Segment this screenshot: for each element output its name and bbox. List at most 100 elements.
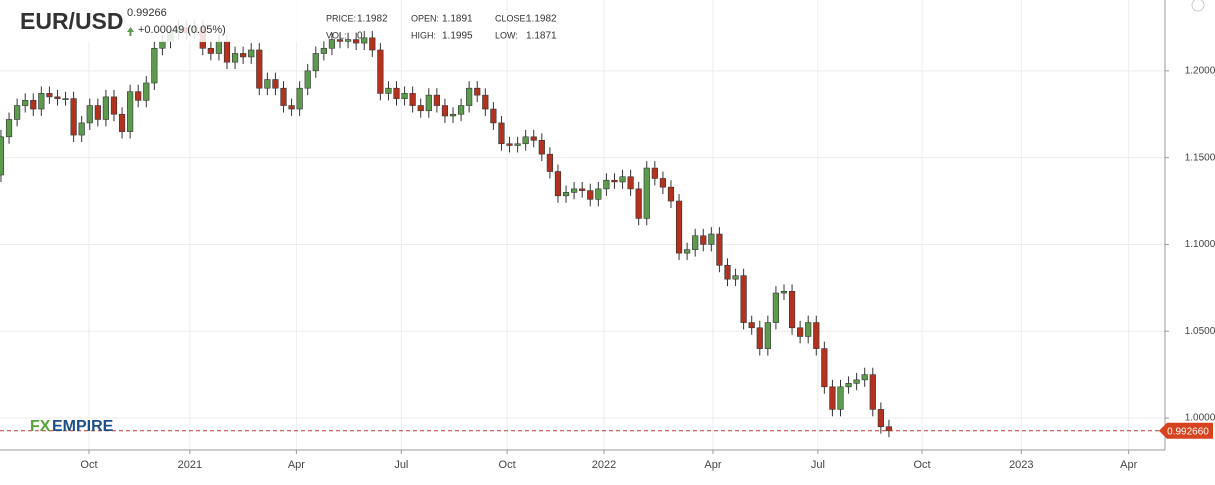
candle-body <box>522 136 529 145</box>
candle-body <box>764 322 771 349</box>
info-value: 1.1982 <box>357 14 388 25</box>
candle-body <box>643 167 650 219</box>
candle-body <box>756 327 763 349</box>
candle-body <box>14 105 21 120</box>
candle-body <box>433 94 440 106</box>
candle-body <box>143 82 150 101</box>
candle-body <box>409 93 416 106</box>
up-arrow <box>127 27 134 36</box>
candle-body <box>579 188 586 191</box>
candle-body <box>788 291 796 329</box>
x-tick-label: Apr <box>288 459 305 471</box>
y-tick-label: 1.2000 <box>1185 65 1215 76</box>
candle-body <box>885 426 893 432</box>
candle-body <box>304 70 311 89</box>
candle-body <box>692 235 699 250</box>
candle-body <box>853 379 860 384</box>
candle-body <box>627 176 634 190</box>
candle-body <box>377 49 384 94</box>
candle-body <box>797 327 804 337</box>
candle-body <box>86 105 93 124</box>
candle-body <box>38 93 45 110</box>
candle-body <box>320 47 327 54</box>
x-tick-label: 2022 <box>592 459 616 471</box>
candle-body <box>240 53 247 58</box>
candle-body <box>530 136 537 141</box>
candle-body <box>466 87 473 106</box>
candle-body <box>635 188 642 219</box>
candle-body <box>102 96 110 120</box>
candle-body <box>506 143 513 146</box>
info-label: PRICE: <box>326 13 356 23</box>
candle-body <box>215 41 223 54</box>
info-label: OPEN: <box>411 13 439 23</box>
info-value: 1.1891 <box>442 14 473 25</box>
candle-body <box>611 179 618 183</box>
candle-body <box>667 186 675 202</box>
candle-body <box>369 37 376 51</box>
header-change: +0.00049 (0.05%) <box>138 24 226 36</box>
candle-body <box>248 49 255 58</box>
candle-body <box>127 91 134 132</box>
candle-body <box>425 94 432 112</box>
candle-body <box>151 47 158 84</box>
candle-body <box>361 37 368 44</box>
logo-empire: EMPIRE <box>52 418 114 435</box>
candle-body <box>651 167 658 179</box>
candle-body <box>724 264 731 280</box>
candle-body <box>256 49 263 89</box>
candle-body <box>740 275 747 323</box>
candle-body <box>474 87 481 96</box>
candle-body <box>514 143 521 146</box>
candle-body <box>328 39 336 49</box>
candle-body <box>280 87 287 106</box>
candle-body <box>877 409 884 428</box>
candle-body <box>813 322 820 349</box>
candle-body <box>264 79 271 89</box>
candle-body <box>393 87 400 99</box>
candle-body <box>554 171 562 197</box>
x-tick-label: Oct <box>80 459 97 471</box>
candle-body <box>619 176 626 183</box>
candle-body <box>223 41 231 63</box>
candle-body <box>675 200 683 254</box>
logo-fx: FX <box>30 418 51 435</box>
x-tick-label: 2023 <box>1009 459 1033 471</box>
grid <box>0 0 1165 450</box>
candle-body <box>821 348 828 388</box>
candle-body <box>829 386 836 410</box>
candle-body <box>336 39 344 42</box>
x-tick-label: Apr <box>704 459 721 471</box>
candle-body <box>288 105 295 110</box>
candle-body <box>110 96 118 115</box>
candle-body <box>869 374 876 410</box>
candle-body <box>344 39 352 42</box>
candle-body <box>118 113 126 132</box>
header-price: 0.99266 <box>127 7 167 19</box>
candle-body <box>700 235 707 245</box>
info-value: 0 <box>357 31 363 42</box>
candle-body <box>296 87 303 110</box>
x-tick-label: Oct <box>499 459 516 471</box>
candle-body <box>538 139 545 155</box>
candle-body <box>207 47 214 54</box>
settings-icon[interactable] <box>1191 0 1205 12</box>
candles <box>0 20 1165 438</box>
info-label: HIGH: <box>411 30 436 40</box>
y-tick-label: 1.0000 <box>1185 413 1215 424</box>
candle-body <box>401 93 408 99</box>
candle-body <box>417 105 424 112</box>
y-tick-label: 1.1000 <box>1185 239 1215 250</box>
x-tick-label: Oct <box>913 459 930 471</box>
candle-body <box>595 188 602 200</box>
candle-body <box>0 136 5 176</box>
candle-body <box>449 113 457 117</box>
candle-body <box>546 153 553 172</box>
candle-body <box>861 374 868 381</box>
candle-body <box>385 87 392 94</box>
candle-body <box>587 190 594 200</box>
y-tick-label: 1.1500 <box>1185 152 1215 163</box>
candle-body <box>490 108 497 124</box>
